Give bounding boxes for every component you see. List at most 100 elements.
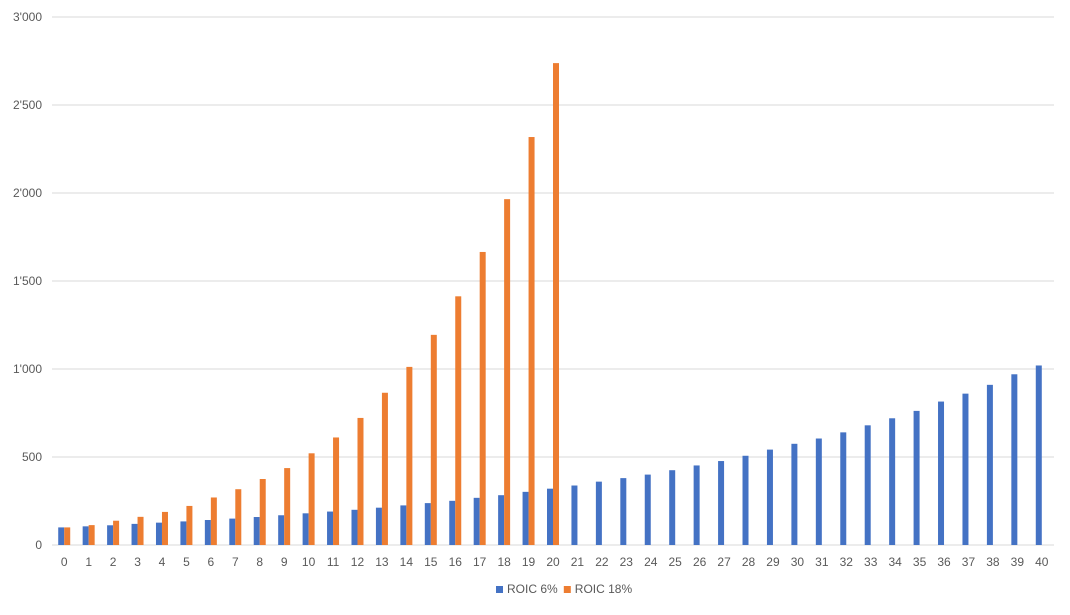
bar-roic-18-7 — [235, 489, 242, 545]
bar-roic-6-15 — [424, 503, 431, 545]
x-tick-label: 19 — [522, 555, 536, 569]
bar-roic-6-10 — [302, 513, 309, 545]
bar-roic-6-5 — [180, 521, 187, 545]
x-tick-label: 18 — [497, 555, 511, 569]
bar-roic-6-3 — [131, 523, 138, 545]
y-tick-label: 2'500 — [13, 98, 42, 112]
x-tick-label: 17 — [473, 555, 487, 569]
bar-roic-6-29 — [766, 449, 773, 545]
bar-roic-6-6 — [204, 520, 211, 545]
bar-roic-18-13 — [381, 392, 388, 545]
x-tick-label: 10 — [302, 555, 316, 569]
bar-roic-6-27 — [718, 461, 725, 545]
y-tick-label: 1'000 — [13, 362, 42, 376]
bar-roic-6-19 — [522, 491, 529, 545]
bar-roic-6-16 — [449, 500, 456, 545]
bar-roic-6-8 — [253, 517, 260, 545]
bar-roic-18-8 — [259, 479, 266, 545]
x-tick-label: 29 — [766, 555, 780, 569]
bar-roic-6-7 — [229, 518, 236, 545]
bar-roic-6-21 — [571, 485, 578, 545]
y-axis-tick-labels: 0 500 1'000 1'500 2'000 2'500 3'000 — [13, 10, 42, 552]
x-tick-label: 22 — [595, 555, 609, 569]
bar-roic-6-11 — [327, 511, 334, 545]
x-tick-label: 27 — [717, 555, 731, 569]
bar-roic-18-17 — [479, 251, 486, 545]
bar-roic-6-17 — [473, 497, 480, 545]
bar-roic-6-20 — [547, 488, 553, 545]
bar-roic-6-37 — [962, 393, 969, 545]
x-tick-label: 9 — [281, 555, 288, 569]
x-tick-label: 20 — [546, 555, 560, 569]
bar-roic-6-40 — [1035, 365, 1042, 545]
bar-roic-6-4 — [155, 522, 162, 545]
bar-roic-6-23 — [620, 478, 627, 545]
bar-roic-18-15 — [430, 334, 437, 545]
x-tick-label: 24 — [644, 555, 658, 569]
bar-roic-6-13 — [375, 507, 382, 545]
x-tick-label: 1 — [85, 555, 92, 569]
bar-roic-6-1 — [82, 526, 89, 545]
bar-roic-6-18 — [498, 495, 505, 545]
x-tick-label: 6 — [208, 555, 215, 569]
bar-roic-6-35 — [913, 410, 920, 545]
bar-roic-18-20 — [553, 63, 559, 545]
x-tick-label: 32 — [840, 555, 854, 569]
x-tick-label: 5 — [183, 555, 190, 569]
bar-roic-6-39 — [1011, 374, 1018, 545]
x-tick-label: 12 — [351, 555, 365, 569]
x-tick-label: 13 — [375, 555, 389, 569]
x-axis-tick-labels: 0 1 2 3 4 5 6 7 8 9 10 11 12 13 14 15 16 17 18 19 20 21 22 23 24… — [61, 555, 1049, 569]
bar-roic-18-10 — [308, 453, 315, 545]
legend-item-roic-6: ROIC 6% — [496, 582, 558, 596]
x-tick-label: 39 — [1011, 555, 1025, 569]
x-tick-label: 35 — [913, 555, 927, 569]
x-tick-label: 21 — [571, 555, 585, 569]
legend-label: ROIC 18% — [575, 582, 633, 596]
x-tick-label: 15 — [424, 555, 438, 569]
x-tick-label: 2 — [110, 555, 117, 569]
y-tick-label: 3'000 — [13, 10, 42, 24]
bar-roic-18-2 — [113, 520, 120, 545]
bar-roic-18-19 — [528, 137, 535, 546]
bars — [58, 63, 1042, 546]
x-tick-label: 38 — [986, 555, 1000, 569]
bar-roic-6-22 — [595, 481, 602, 545]
y-tick-label: 2'000 — [13, 186, 42, 200]
bar-roic-6-33 — [864, 425, 871, 545]
legend-swatch — [496, 586, 503, 593]
bar-roic-18-11 — [333, 437, 340, 545]
bar-roic-6-28 — [742, 455, 749, 545]
bar-roic-6-9 — [278, 515, 285, 545]
y-tick-label: 1'500 — [13, 274, 42, 288]
bar-roic-18-6 — [210, 497, 217, 545]
x-tick-label: 36 — [937, 555, 951, 569]
bar-roic-6-30 — [791, 443, 798, 545]
x-tick-label: 31 — [815, 555, 829, 569]
bar-roic-6-38 — [986, 384, 993, 545]
x-tick-label: 37 — [962, 555, 976, 569]
bar-roic-18-9 — [284, 468, 291, 545]
bar-roic-18-0 — [64, 527, 71, 545]
bar-roic-18-12 — [357, 417, 364, 545]
bar-roic-6-25 — [669, 470, 676, 545]
y-tick-label: 500 — [22, 450, 42, 464]
bar-roic-6-0 — [58, 527, 65, 545]
bar-roic-6-24 — [644, 474, 651, 545]
bar-roic-6-31 — [815, 438, 822, 545]
x-tick-label: 28 — [742, 555, 756, 569]
x-tick-label: 0 — [61, 555, 68, 569]
bar-roic-6-36 — [938, 401, 945, 545]
x-tick-label: 4 — [159, 555, 166, 569]
legend-swatch — [563, 586, 571, 593]
x-tick-label: 11 — [327, 555, 340, 569]
x-tick-label: 3 — [134, 555, 141, 569]
bar-roic-6-2 — [107, 525, 114, 545]
bar-roic-18-5 — [186, 505, 193, 545]
x-tick-label: 40 — [1035, 555, 1049, 569]
x-tick-label: 16 — [449, 555, 463, 569]
x-tick-label: 34 — [888, 555, 902, 569]
bar-roic-18-4 — [161, 511, 168, 545]
